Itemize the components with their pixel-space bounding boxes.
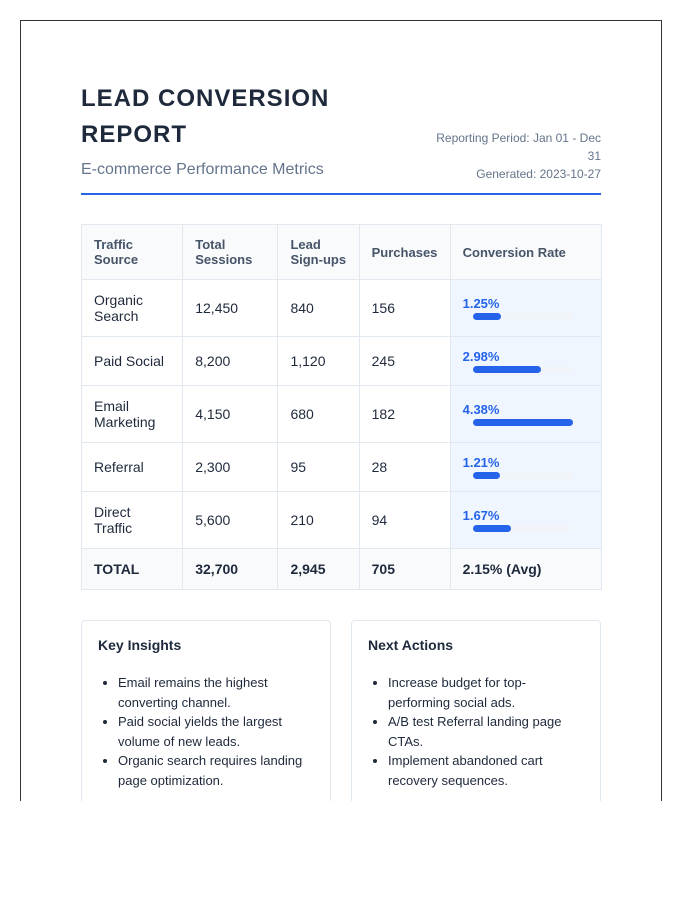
cell: 1.21% [449,442,603,492]
rate-label: 1.25% [462,296,500,311]
panel-title: Key Insights [98,637,182,653]
list-item: Email remains the highest converting cha… [118,673,314,712]
row: Direct Traffic 5,600 210 94 1.67% [80,491,603,549]
panel-title: Next Actions [368,637,454,653]
bar-track [472,525,573,532]
rate-label: 4.38% [462,402,500,417]
cell: 210 [277,491,360,549]
period: Reporting Period: Jan 01 - Dec 31 [436,131,601,163]
bar-track [472,472,573,479]
table: Traffic Source Total Sessions Lead Sign-up… [80,224,603,590]
cell: 95 [277,442,360,492]
bar [472,366,541,373]
generated: Generated: 2023-10-27 [476,167,601,181]
list-item: Increase budget for top-performing socia… [388,673,584,712]
cell: 4.38% [449,385,603,443]
column-header: Total Sessions [182,224,279,280]
cell: Email Marketing [80,385,184,443]
list-item: A/B test Referral landing page CTAs. [388,712,584,751]
row: Organic Search 12,450 840 156 1.25% [80,279,603,337]
cell: 2,945 [277,548,360,590]
cell: 182 [358,385,451,443]
bar [472,472,501,479]
cell: 245 [358,336,451,386]
row: Paid Social 8,200 1,120 245 2.98% [80,336,603,386]
rate-label: 1.67% [462,508,500,523]
list-item: Paid social yields the largest volume of… [118,712,314,751]
rate-label: 2.98% [462,349,500,364]
title: LEAD CONVERSION REPORT [81,85,330,148]
row: Email Marketing 4,150 680 182 4.38% [80,385,603,443]
bar [472,419,573,426]
list: Email remains the highest converting cha… [98,673,314,790]
cell: 2.15% (Avg) [449,548,603,590]
bar-track [472,313,573,320]
cell: TOTAL [80,548,184,590]
bar-track [472,419,573,426]
column-header: Purchases [358,224,451,280]
cell: 94 [358,491,451,549]
list-item: Implement abandoned cart recovery sequen… [388,751,584,790]
cell: 680 [277,385,360,443]
cell: Organic Search [80,279,184,337]
column-header: Conversion Rate [449,224,603,280]
header-row: Traffic Source Total Sessions Lead Sign-up… [80,224,603,280]
cell: 840 [277,279,360,337]
cell: 12,450 [182,279,279,337]
bar-track [472,366,573,373]
cell: 156 [358,279,451,337]
header: LEAD CONVERSION REPORT E-commerce Perfor… [81,81,601,195]
panel: Key Insights Email remains the highest co… [81,620,331,801]
rate-label: 1.21% [462,455,500,470]
column-header: Lead Sign-ups [277,224,360,280]
subtitle: E-commerce Performance Metrics [81,161,324,178]
cell: 1.25% [449,279,603,337]
cell: Paid Social [80,336,184,386]
cell: 5,600 [182,491,279,549]
cell: 1.67% [449,491,603,549]
column-header: Traffic Source [80,224,184,280]
cell: 1,120 [277,336,360,386]
document: LEAD CONVERSION REPORT E-commerce Perfor… [20,20,662,801]
cell: 2.98% [449,336,603,386]
cell: 32,700 [182,548,279,590]
bar [472,313,502,320]
cell: 28 [358,442,451,492]
cell: 4,150 [182,385,279,443]
cell: Referral [80,442,184,492]
cell: 705 [358,548,451,590]
cell: Direct Traffic [80,491,184,549]
cell: 8,200 [182,336,279,386]
list-item: Organic search requires landing page opt… [118,751,314,790]
total-row: TOTAL 32,700 2,945 705 2.15% (Avg) [80,548,603,590]
table-body: Organic Search 12,450 840 156 1.25% Paid Soci… [80,279,603,590]
bar [472,525,511,532]
cell: 2,300 [182,442,279,492]
meta: Reporting Period: Jan 01 - Dec 31 Generat… [421,129,601,183]
panel: Next Actions Increase budget for top-perf… [351,620,601,801]
list: Increase budget for top-performing socia… [368,673,584,790]
row: Referral 2,300 95 28 1.21% [80,442,603,492]
